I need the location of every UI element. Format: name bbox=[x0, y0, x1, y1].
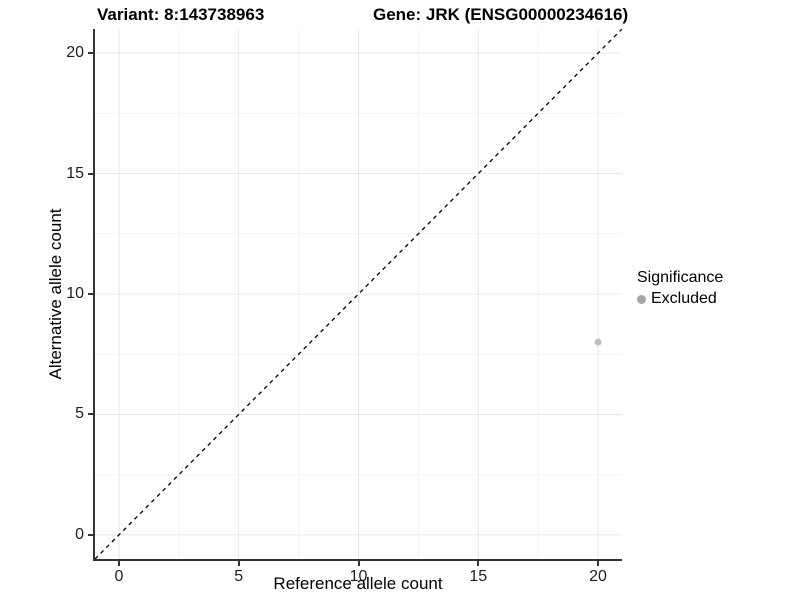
legend-item-label: Excluded bbox=[651, 290, 717, 307]
y-tick-label: 5 bbox=[75, 405, 84, 423]
x-tick-mark bbox=[597, 561, 600, 566]
y-tick-mark bbox=[88, 533, 93, 536]
variant-title: Variant: 8:143738963 bbox=[97, 5, 265, 24]
legend-title: Significance bbox=[637, 269, 724, 286]
y-tick-label: 0 bbox=[75, 525, 84, 543]
x-axis-title: Reference allele count bbox=[273, 574, 443, 593]
y-tick-label: 10 bbox=[66, 285, 84, 302]
legend: Significance Excluded bbox=[637, 269, 723, 308]
x-tick-label: 0 bbox=[114, 568, 124, 585]
x-tick-mark bbox=[237, 561, 240, 566]
data-point bbox=[594, 338, 602, 346]
x-tick-label: 5 bbox=[234, 568, 244, 585]
plot-canvas bbox=[95, 29, 622, 559]
y-tick-mark bbox=[88, 413, 93, 416]
x-tick-label: 10 bbox=[349, 568, 368, 585]
x-tick-mark bbox=[477, 561, 480, 566]
x-tick-mark bbox=[117, 561, 120, 566]
y-tick-label: 20 bbox=[66, 44, 84, 62]
x-tick-label: 15 bbox=[469, 568, 488, 585]
y-axis-title: Alternative allele count bbox=[46, 208, 65, 380]
legend-item-excluded: Excluded bbox=[637, 290, 723, 308]
x-tick-label: 20 bbox=[589, 568, 607, 585]
x-tick-mark bbox=[357, 561, 360, 566]
y-tick-mark bbox=[88, 293, 93, 295]
y-tick-label: 15 bbox=[66, 164, 84, 182]
y-tick-mark bbox=[88, 52, 93, 55]
y-tick-mark bbox=[88, 172, 93, 175]
gene-title: Gene: JRK (ENSG00000234616) bbox=[373, 5, 629, 24]
plot-panel bbox=[93, 29, 622, 561]
excluded-point-icon bbox=[637, 294, 646, 304]
